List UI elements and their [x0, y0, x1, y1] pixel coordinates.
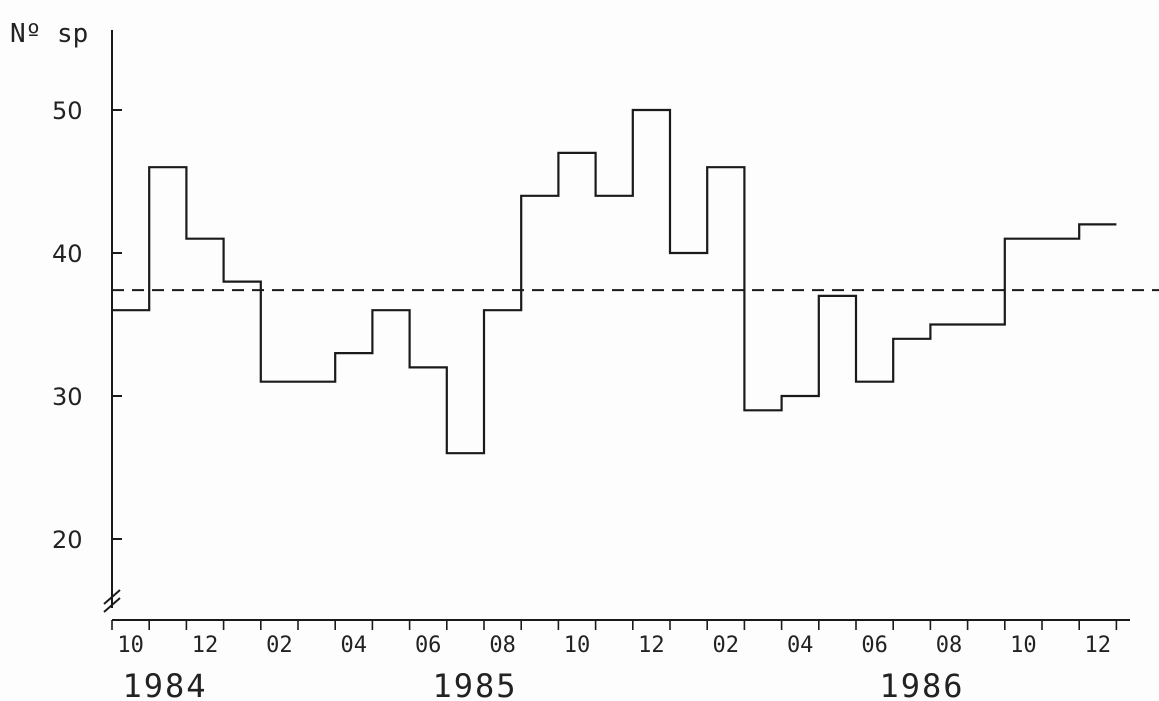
x-tick-label: 06 — [415, 633, 442, 658]
x-tick-label: 06 — [861, 633, 888, 658]
x-tick-label: 10 — [1010, 633, 1037, 658]
x-tick-label: 12 — [192, 633, 219, 658]
year-label: 1984 — [122, 667, 207, 701]
x-tick-label: 08 — [936, 633, 963, 658]
x-tick-label: 04 — [341, 633, 368, 658]
series-step-line — [112, 108, 1117, 455]
x-tick-label: 02 — [266, 633, 293, 658]
x-tick-label: 10 — [117, 633, 144, 658]
x-tick-label: 04 — [787, 633, 814, 658]
axis-break-mark — [103, 589, 121, 605]
y-tick-label: 30 — [52, 383, 83, 411]
x-tick-label: 08 — [489, 633, 516, 658]
x-tick-label: 12 — [638, 633, 665, 658]
y-axis-label: Nº sp — [10, 19, 88, 49]
year-label: 1986 — [879, 667, 964, 701]
axis-break-mark — [103, 597, 121, 613]
y-tick-label: 50 — [52, 97, 83, 125]
year-label: 1985 — [432, 667, 517, 701]
y-tick-label: 40 — [52, 240, 83, 268]
x-tick-label: 10 — [564, 633, 591, 658]
x-tick-label: 02 — [713, 633, 740, 658]
x-tick-label: 12 — [1085, 633, 1112, 658]
y-tick-label: 20 — [52, 526, 83, 554]
